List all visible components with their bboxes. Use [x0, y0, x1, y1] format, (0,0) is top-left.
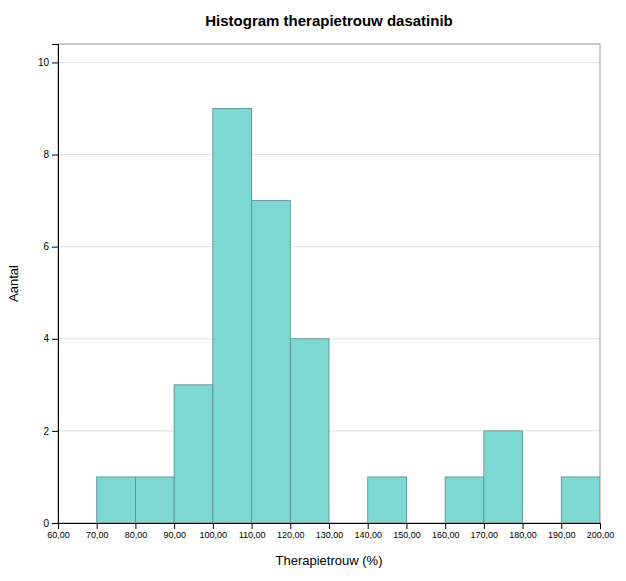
y-tick-label: 6 — [43, 241, 49, 252]
bar — [174, 385, 213, 523]
bar — [290, 339, 329, 523]
bar — [484, 431, 523, 523]
x-tick: 160,00 — [432, 523, 460, 540]
y-axis-title: Aantal — [6, 265, 21, 302]
x-tick: 100,00 — [200, 523, 228, 540]
x-tick-mark — [174, 523, 175, 529]
x-tick-mark — [406, 523, 407, 529]
bar — [213, 108, 252, 523]
bar — [97, 477, 136, 523]
y-tick-mark — [52, 431, 58, 432]
title: Histogram therapietrouw dasatinib — [205, 12, 453, 29]
x-tick: 170,00 — [471, 523, 499, 540]
x-axis: 60,00 70,00 80,00 90,00 100,00 110,00 120,00 13… — [47, 523, 614, 540]
x-tick-label: 200,00 — [587, 530, 615, 540]
y-tick: 10 — [38, 57, 58, 68]
x-tick: 180,00 — [509, 523, 537, 540]
bar — [445, 477, 484, 523]
y-tick-label: 10 — [38, 57, 50, 68]
x-tick-mark — [135, 523, 136, 529]
x-tick-mark — [97, 523, 98, 529]
x-tick: 190,00 — [548, 523, 576, 540]
plot: 60,00 70,00 80,00 90,00 100,00 110,00 120,00 13… — [38, 44, 614, 540]
x-tick-mark — [252, 523, 253, 529]
y-tick-label: 8 — [43, 149, 49, 160]
y-tick-mark — [52, 523, 58, 524]
x-tick-label: 70,00 — [86, 530, 109, 540]
grid-line — [58, 154, 600, 155]
x-tick: 140,00 — [354, 523, 382, 540]
x-tick-label: 90,00 — [163, 530, 186, 540]
y-tick-label: 4 — [43, 333, 49, 344]
x-tick-label: 140,00 — [354, 530, 382, 540]
y-tick: 0 — [43, 518, 58, 529]
y-axis: 0 2 4 6 8 10 — [38, 45, 59, 529]
bar — [368, 477, 407, 523]
x-tick-label: 120,00 — [277, 530, 305, 540]
x-tick: 120,00 — [277, 523, 305, 540]
bar — [135, 477, 174, 523]
x-tick-mark — [561, 523, 562, 529]
x-tick: 90,00 — [163, 523, 186, 540]
y-tick-mark — [52, 247, 58, 248]
x-tick-label: 110,00 — [239, 530, 266, 540]
x-tick-label: 180,00 — [509, 530, 537, 540]
x-axis-line — [59, 524, 601, 530]
x-tick: 130,00 — [316, 523, 344, 540]
x-tick-label: 160,00 — [432, 530, 460, 540]
x-tick-mark — [484, 523, 485, 529]
grid-line — [58, 62, 600, 63]
x-tick-mark — [213, 523, 214, 529]
y-tick-mark — [52, 62, 58, 63]
plot-frame — [58, 44, 600, 523]
bar — [561, 477, 600, 523]
chart: 60,00 70,00 80,00 90,00 100,00 110,00 120,00 13… — [0, 0, 626, 581]
y-tick: 6 — [43, 241, 58, 252]
bar — [252, 201, 291, 523]
x-tick-mark — [290, 523, 291, 529]
x-tick: 70,00 — [86, 523, 109, 540]
x-tick-mark — [523, 523, 524, 529]
grid — [58, 62, 600, 523]
y-tick: 4 — [43, 333, 58, 344]
grid-line — [58, 246, 600, 247]
y-axis-line — [52, 45, 59, 524]
x-tick-mark — [329, 523, 330, 529]
x-tick-label: 190,00 — [548, 530, 576, 540]
x-tick-mark — [445, 523, 446, 529]
y-tick-label: 0 — [43, 518, 49, 529]
x-tick-label: 170,00 — [471, 530, 499, 540]
y-tick-label: 2 — [43, 426, 49, 437]
x-tick: 80,00 — [125, 523, 148, 540]
y-tick-mark — [52, 339, 58, 340]
x-tick-mark — [368, 523, 369, 529]
x-axis-title: Therapietrouw (%) — [276, 553, 383, 568]
x-tick: 200,00 — [587, 523, 615, 540]
x-tick-label: 100,00 — [200, 530, 228, 540]
x-tick: 150,00 — [393, 523, 421, 540]
bars — [97, 108, 600, 523]
y-tick: 2 — [43, 426, 58, 437]
x-tick-label: 130,00 — [316, 530, 344, 540]
x-tick: 110,00 — [239, 523, 266, 540]
y-tick-mark — [52, 155, 58, 156]
x-tick-label: 80,00 — [125, 530, 148, 540]
x-tick-mark — [600, 523, 601, 529]
x-tick: 60,00 — [47, 523, 70, 540]
x-tick-label: 60,00 — [47, 530, 70, 540]
x-tick-label: 150,00 — [393, 530, 421, 540]
y-tick: 8 — [43, 149, 58, 160]
